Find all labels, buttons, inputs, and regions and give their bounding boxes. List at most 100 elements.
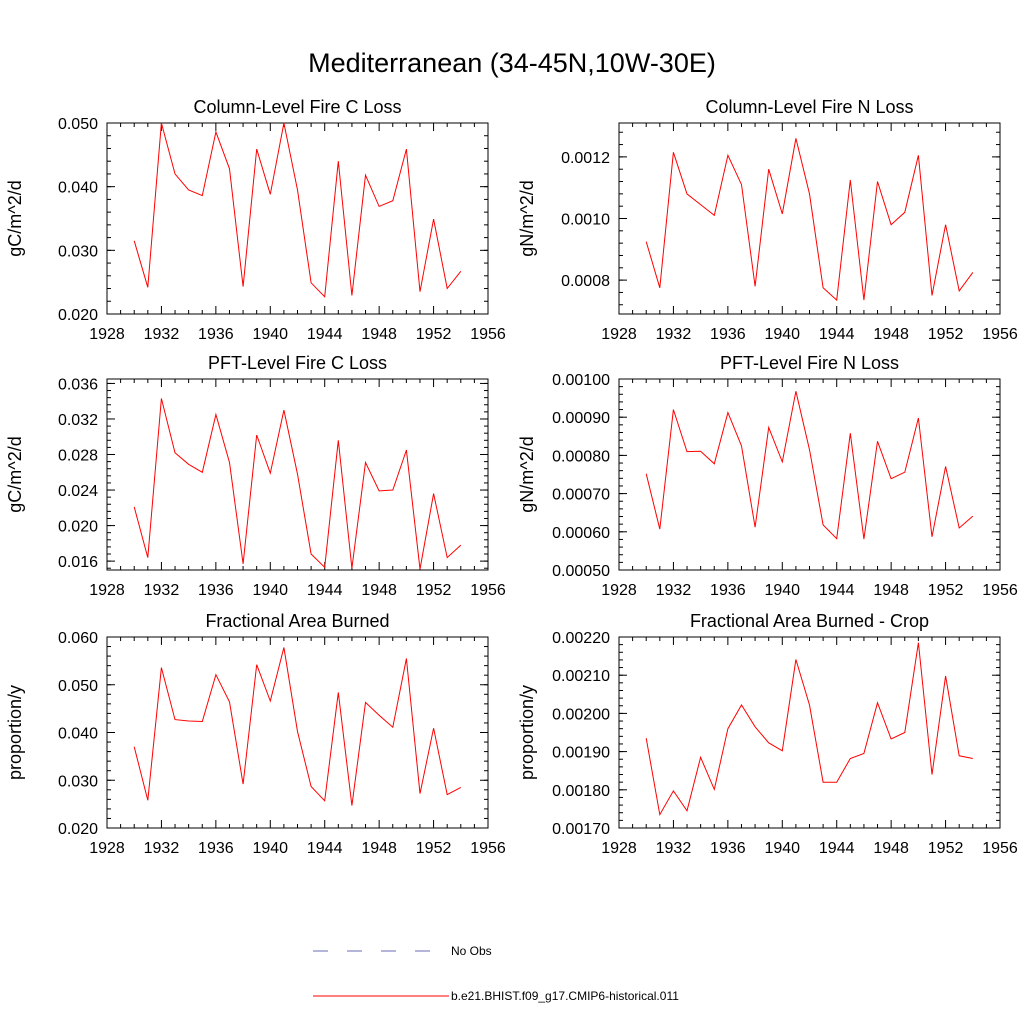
x-tick-label: 1936 <box>710 582 746 599</box>
y-tick-label: 0.020 <box>58 519 98 536</box>
chart-panels: Column-Level Fire C Loss gC/m^2/d 1928 1932… <box>5 97 1018 857</box>
chart-panel-column-level-fire-n-loss: Column-Level Fire N Loss gN/m^2/d 1928 1932… <box>517 97 1018 343</box>
x-tick-label: 1940 <box>252 840 288 857</box>
y-tick-label: 0.00170 <box>552 821 610 838</box>
x-tick-label: 1932 <box>144 326 180 343</box>
y-axis-label: gC/m^2/d <box>5 180 25 256</box>
chart-panel-column-level-fire-c-loss: Column-Level Fire C Loss gC/m^2/d 1928 1932… <box>5 97 506 343</box>
y-tick-label: 0.040 <box>58 180 98 197</box>
y-tick-label: 0.00180 <box>552 783 610 800</box>
x-tick-label: 1952 <box>416 326 452 343</box>
series-line-model <box>645 138 974 302</box>
x-tick-label: 1928 <box>601 582 637 599</box>
series-line-model <box>645 391 974 540</box>
x-tick-label: 1936 <box>198 326 234 343</box>
series-line-model <box>133 122 462 298</box>
y-tick-label: 0.024 <box>58 483 98 500</box>
panel-title: PFT-Level Fire N Loss <box>720 353 899 373</box>
series-line-model <box>133 398 462 570</box>
y-tick-label: 0.0010 <box>561 212 610 229</box>
y-tick-label: 0.00200 <box>552 706 610 723</box>
plot-frame <box>618 122 1001 315</box>
y-tick-label: 0.050 <box>58 116 98 133</box>
y-tick-label: 0.00210 <box>552 668 610 685</box>
x-tick-label: 1928 <box>601 840 637 857</box>
legend: No Obs b.e21.BHIST.f09_g17.CMIP6-histori… <box>313 944 679 1003</box>
x-tick-label: 1928 <box>601 326 637 343</box>
chart-panel-fractional-area-burned-crop: Fractional Area Burned - Crop proportion/… <box>517 611 1018 857</box>
x-tick-label: 1952 <box>416 840 452 857</box>
legend-label-model: b.e21.BHIST.f09_g17.CMIP6-historical.011 <box>451 989 679 1003</box>
y-tick-label: 0.020 <box>58 821 98 838</box>
x-tick-label: 1932 <box>144 582 180 599</box>
y-axis-label: proportion/y <box>5 685 25 780</box>
y-tick-label: 0.030 <box>58 243 98 260</box>
y-tick-label: 0.0008 <box>561 273 610 290</box>
x-tick-label: 1940 <box>252 326 288 343</box>
panel-title: Fractional Area Burned <box>205 611 389 631</box>
x-tick-label: 1956 <box>470 326 506 343</box>
y-axis-label: proportion/y <box>517 685 537 780</box>
x-tick-label: 1956 <box>982 840 1018 857</box>
y-tick-label: 0.016 <box>58 554 98 571</box>
y-tick-label: 0.060 <box>58 630 98 647</box>
x-tick-label: 1936 <box>198 840 234 857</box>
x-tick-label: 1936 <box>710 840 746 857</box>
x-tick-label: 1932 <box>144 840 180 857</box>
y-tick-label: 0.040 <box>58 726 98 743</box>
x-tick-label: 1948 <box>361 326 397 343</box>
x-tick-label: 1936 <box>710 326 746 343</box>
x-tick-label: 1944 <box>819 840 855 857</box>
x-tick-label: 1948 <box>873 840 909 857</box>
y-axis-label: gC/m^2/d <box>5 436 25 512</box>
y-tick-label: 0.032 <box>58 412 98 429</box>
series-line-model <box>133 647 462 806</box>
x-tick-label: 1952 <box>928 326 964 343</box>
y-tick-label: 0.036 <box>58 376 98 393</box>
x-tick-label: 1956 <box>982 582 1018 599</box>
y-tick-label: 0.00100 <box>552 372 610 389</box>
y-tick-label: 0.00220 <box>552 630 610 647</box>
plot-frame <box>618 378 1001 571</box>
y-tick-label: 0.00090 <box>552 410 610 427</box>
y-tick-label: 0.00080 <box>552 448 610 465</box>
x-tick-label: 1956 <box>470 840 506 857</box>
x-tick-label: 1944 <box>819 326 855 343</box>
x-tick-label: 1944 <box>307 582 343 599</box>
x-tick-label: 1952 <box>416 582 452 599</box>
x-tick-label: 1936 <box>198 582 234 599</box>
x-tick-label: 1944 <box>819 582 855 599</box>
x-tick-label: 1944 <box>307 840 343 857</box>
x-tick-label: 1956 <box>470 582 506 599</box>
chart-panel-pft-level-fire-c-loss: PFT-Level Fire C Loss gC/m^2/d 1928 1932 193… <box>5 353 506 599</box>
x-tick-label: 1932 <box>656 840 692 857</box>
figure-title: Mediterranean (34-45N,10W-30E) <box>308 48 716 78</box>
x-tick-label: 1948 <box>873 326 909 343</box>
plot-frame <box>618 636 1001 829</box>
x-tick-label: 1948 <box>361 840 397 857</box>
chart-panel-fractional-area-burned: Fractional Area Burned proportion/y 1928 19… <box>5 611 506 857</box>
x-tick-label: 1940 <box>252 582 288 599</box>
x-tick-label: 1932 <box>656 582 692 599</box>
x-tick-label: 1928 <box>89 326 125 343</box>
x-tick-label: 1944 <box>307 326 343 343</box>
plot-frame <box>106 122 489 315</box>
legend-label-no-obs: No Obs <box>451 944 492 958</box>
y-tick-label: 0.020 <box>58 307 98 324</box>
series-line-model <box>645 642 973 817</box>
y-tick-label: 0.00060 <box>552 525 610 542</box>
panel-title: Fractional Area Burned - Crop <box>690 611 929 631</box>
y-axis-label: gN/m^2/d <box>517 180 537 256</box>
y-tick-label: 0.00070 <box>552 487 610 504</box>
chart-panel-pft-level-fire-n-loss: PFT-Level Fire N Loss gN/m^2/d 1928 1932 193… <box>517 353 1018 599</box>
y-tick-label: 0.00190 <box>552 745 610 762</box>
y-tick-label: 0.0012 <box>561 150 610 167</box>
x-tick-label: 1928 <box>89 840 125 857</box>
x-tick-label: 1952 <box>928 840 964 857</box>
panel-title: PFT-Level Fire C Loss <box>208 353 387 373</box>
x-tick-label: 1948 <box>873 582 909 599</box>
x-tick-label: 1940 <box>764 326 800 343</box>
x-tick-label: 1932 <box>656 326 692 343</box>
y-tick-label: 0.028 <box>58 448 98 465</box>
